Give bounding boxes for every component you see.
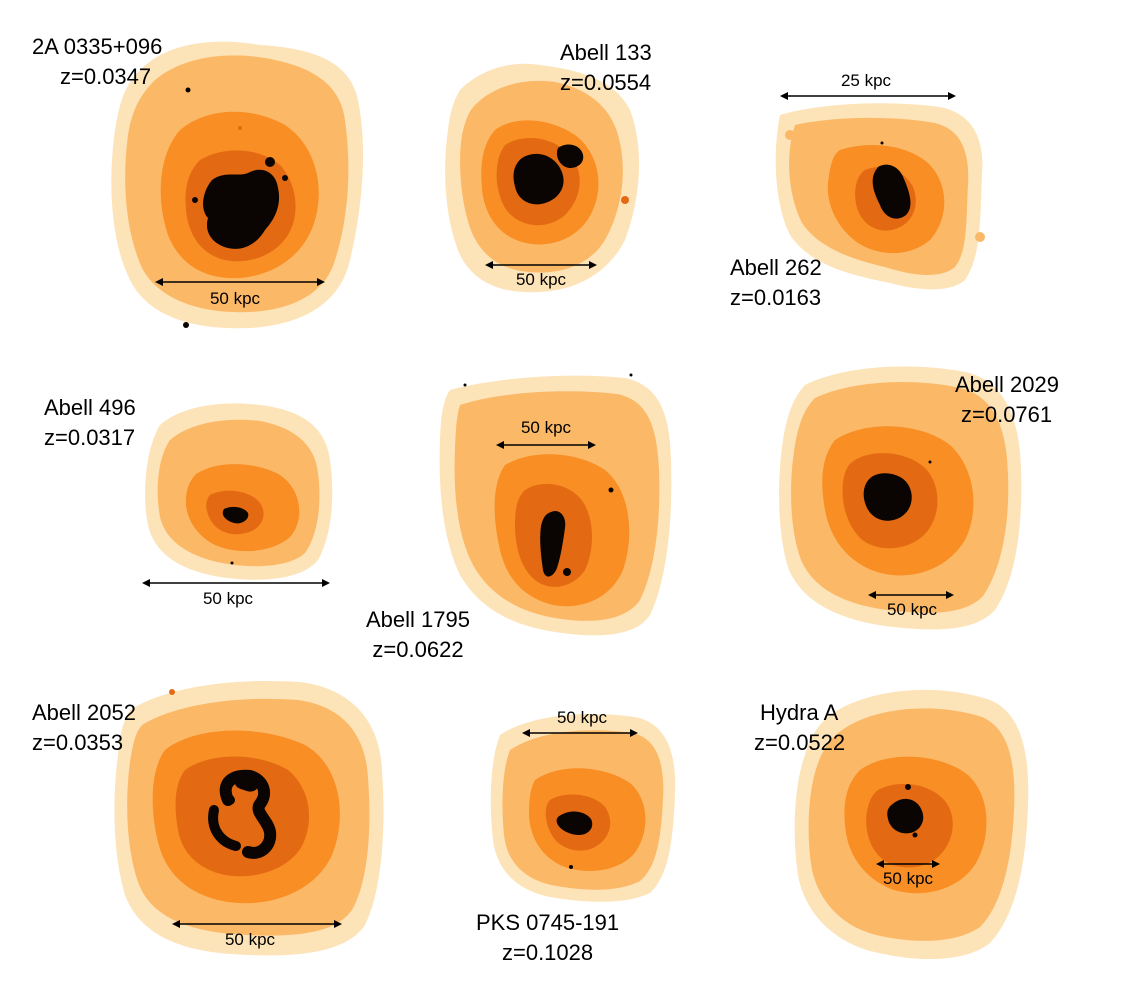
xray-emission-image xyxy=(775,103,985,290)
scale-bar-abell2029: 50 kpc xyxy=(868,588,954,624)
xray-emission-image xyxy=(490,714,676,902)
cluster-label-pks0745: PKS 0745-191 z=0.1028 xyxy=(476,908,619,968)
cluster-redshift: z=0.0622 xyxy=(372,637,464,662)
cluster-redshift: z=0.0353 xyxy=(32,730,124,755)
cluster-name: Hydra A xyxy=(760,700,839,725)
cluster-panel-abell133 xyxy=(440,50,640,300)
cluster-name: Abell 496 xyxy=(44,395,136,420)
cluster-label-abell133: Abell 133 z=0.0554 xyxy=(560,38,652,98)
cluster-redshift: z=0.0317 xyxy=(44,425,136,450)
cluster-panel-hydraa xyxy=(790,675,1035,965)
cluster-name: Abell 1795 xyxy=(366,607,470,632)
cluster-label-hydraa: Hydra A z=0.0522 xyxy=(754,698,845,758)
cluster-label-abell1795: Abell 1795 z=0.0622 xyxy=(366,605,470,665)
scale-label: 50 kpc xyxy=(886,600,938,619)
cluster-label-abell2029: Abell 2029 z=0.0761 xyxy=(955,370,1059,430)
scale-label: 50 kpc xyxy=(515,270,567,289)
cluster-panel-abell2052 xyxy=(110,670,390,960)
xray-emission-image xyxy=(445,63,640,293)
scale-bar-abell1795: 50 kpc xyxy=(496,418,596,454)
xray-emission-image xyxy=(439,373,672,636)
scale-label: 50 kpc xyxy=(202,589,254,608)
xray-emission-image xyxy=(145,403,333,580)
cluster-redshift: z=0.0522 xyxy=(754,730,846,755)
cluster-panel-abell496 xyxy=(140,395,340,585)
scale-bar-abell496: 50 kpc xyxy=(142,576,330,616)
cluster-label-abell2052: Abell 2052 z=0.0353 xyxy=(32,698,136,758)
scale-label: 50 kpc xyxy=(520,418,572,437)
xray-emission-image xyxy=(111,41,364,329)
cluster-name: Abell 133 xyxy=(560,40,652,65)
cluster-panel-abell262 xyxy=(770,95,990,295)
cluster-panel-abell2029 xyxy=(775,360,1025,635)
cluster-redshift: z=0.0554 xyxy=(560,70,652,95)
cluster-label-abell496: Abell 496 z=0.0317 xyxy=(44,393,136,453)
xray-emission-image xyxy=(114,680,384,956)
scale-bar-abell133: 50 kpc xyxy=(485,258,597,298)
cluster-redshift: z=0.0347 xyxy=(60,64,152,89)
scale-label: 50 kpc xyxy=(556,708,608,727)
cluster-name: Abell 2029 xyxy=(955,372,1059,397)
cluster-redshift: z=0.1028 xyxy=(501,940,594,965)
scale-label: 25 kpc xyxy=(840,71,892,90)
scale-label: 50 kpc xyxy=(209,289,261,308)
cluster-name: 2A 0335+096 xyxy=(32,34,163,59)
cluster-redshift: z=0.0163 xyxy=(730,285,822,310)
cluster-label-abell262: Abell 262 z=0.0163 xyxy=(730,253,822,313)
xray-emission-image xyxy=(779,366,1022,630)
scale-label: 50 kpc xyxy=(224,930,276,949)
scale-bar-hydraa: 50 kpc xyxy=(876,857,940,893)
scale-bar-2a0335: 50 kpc xyxy=(155,275,325,315)
scale-label: 50 kpc xyxy=(882,869,934,888)
cluster-label-2a0335: 2A 0335+096 z=0.0347 xyxy=(32,32,162,92)
cluster-panel-2a0335 xyxy=(100,20,370,340)
cluster-panel-abell1795 xyxy=(435,370,675,640)
scale-bar-pks0745: 50 kpc xyxy=(522,708,638,742)
scale-bar-abell2052: 50 kpc xyxy=(172,917,342,957)
cluster-name: PKS 0745-191 xyxy=(476,910,620,935)
cluster-redshift: z=0.0761 xyxy=(961,402,1053,427)
cluster-name: Abell 262 xyxy=(730,255,822,280)
cluster-name: Abell 2052 xyxy=(32,700,136,725)
scale-bar-abell262: 25 kpc xyxy=(780,71,956,105)
xray-emission-image xyxy=(794,689,1029,960)
cluster-panel-pks0745 xyxy=(485,705,680,905)
